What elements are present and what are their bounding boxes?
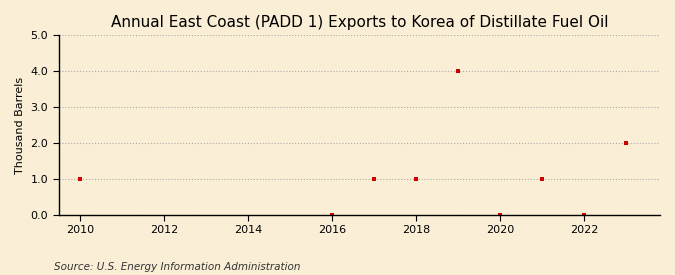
Title: Annual East Coast (PADD 1) Exports to Korea of Distillate Fuel Oil: Annual East Coast (PADD 1) Exports to Ko… — [111, 15, 608, 30]
Y-axis label: Thousand Barrels: Thousand Barrels — [15, 76, 25, 174]
Text: Source: U.S. Energy Information Administration: Source: U.S. Energy Information Administ… — [54, 262, 300, 272]
